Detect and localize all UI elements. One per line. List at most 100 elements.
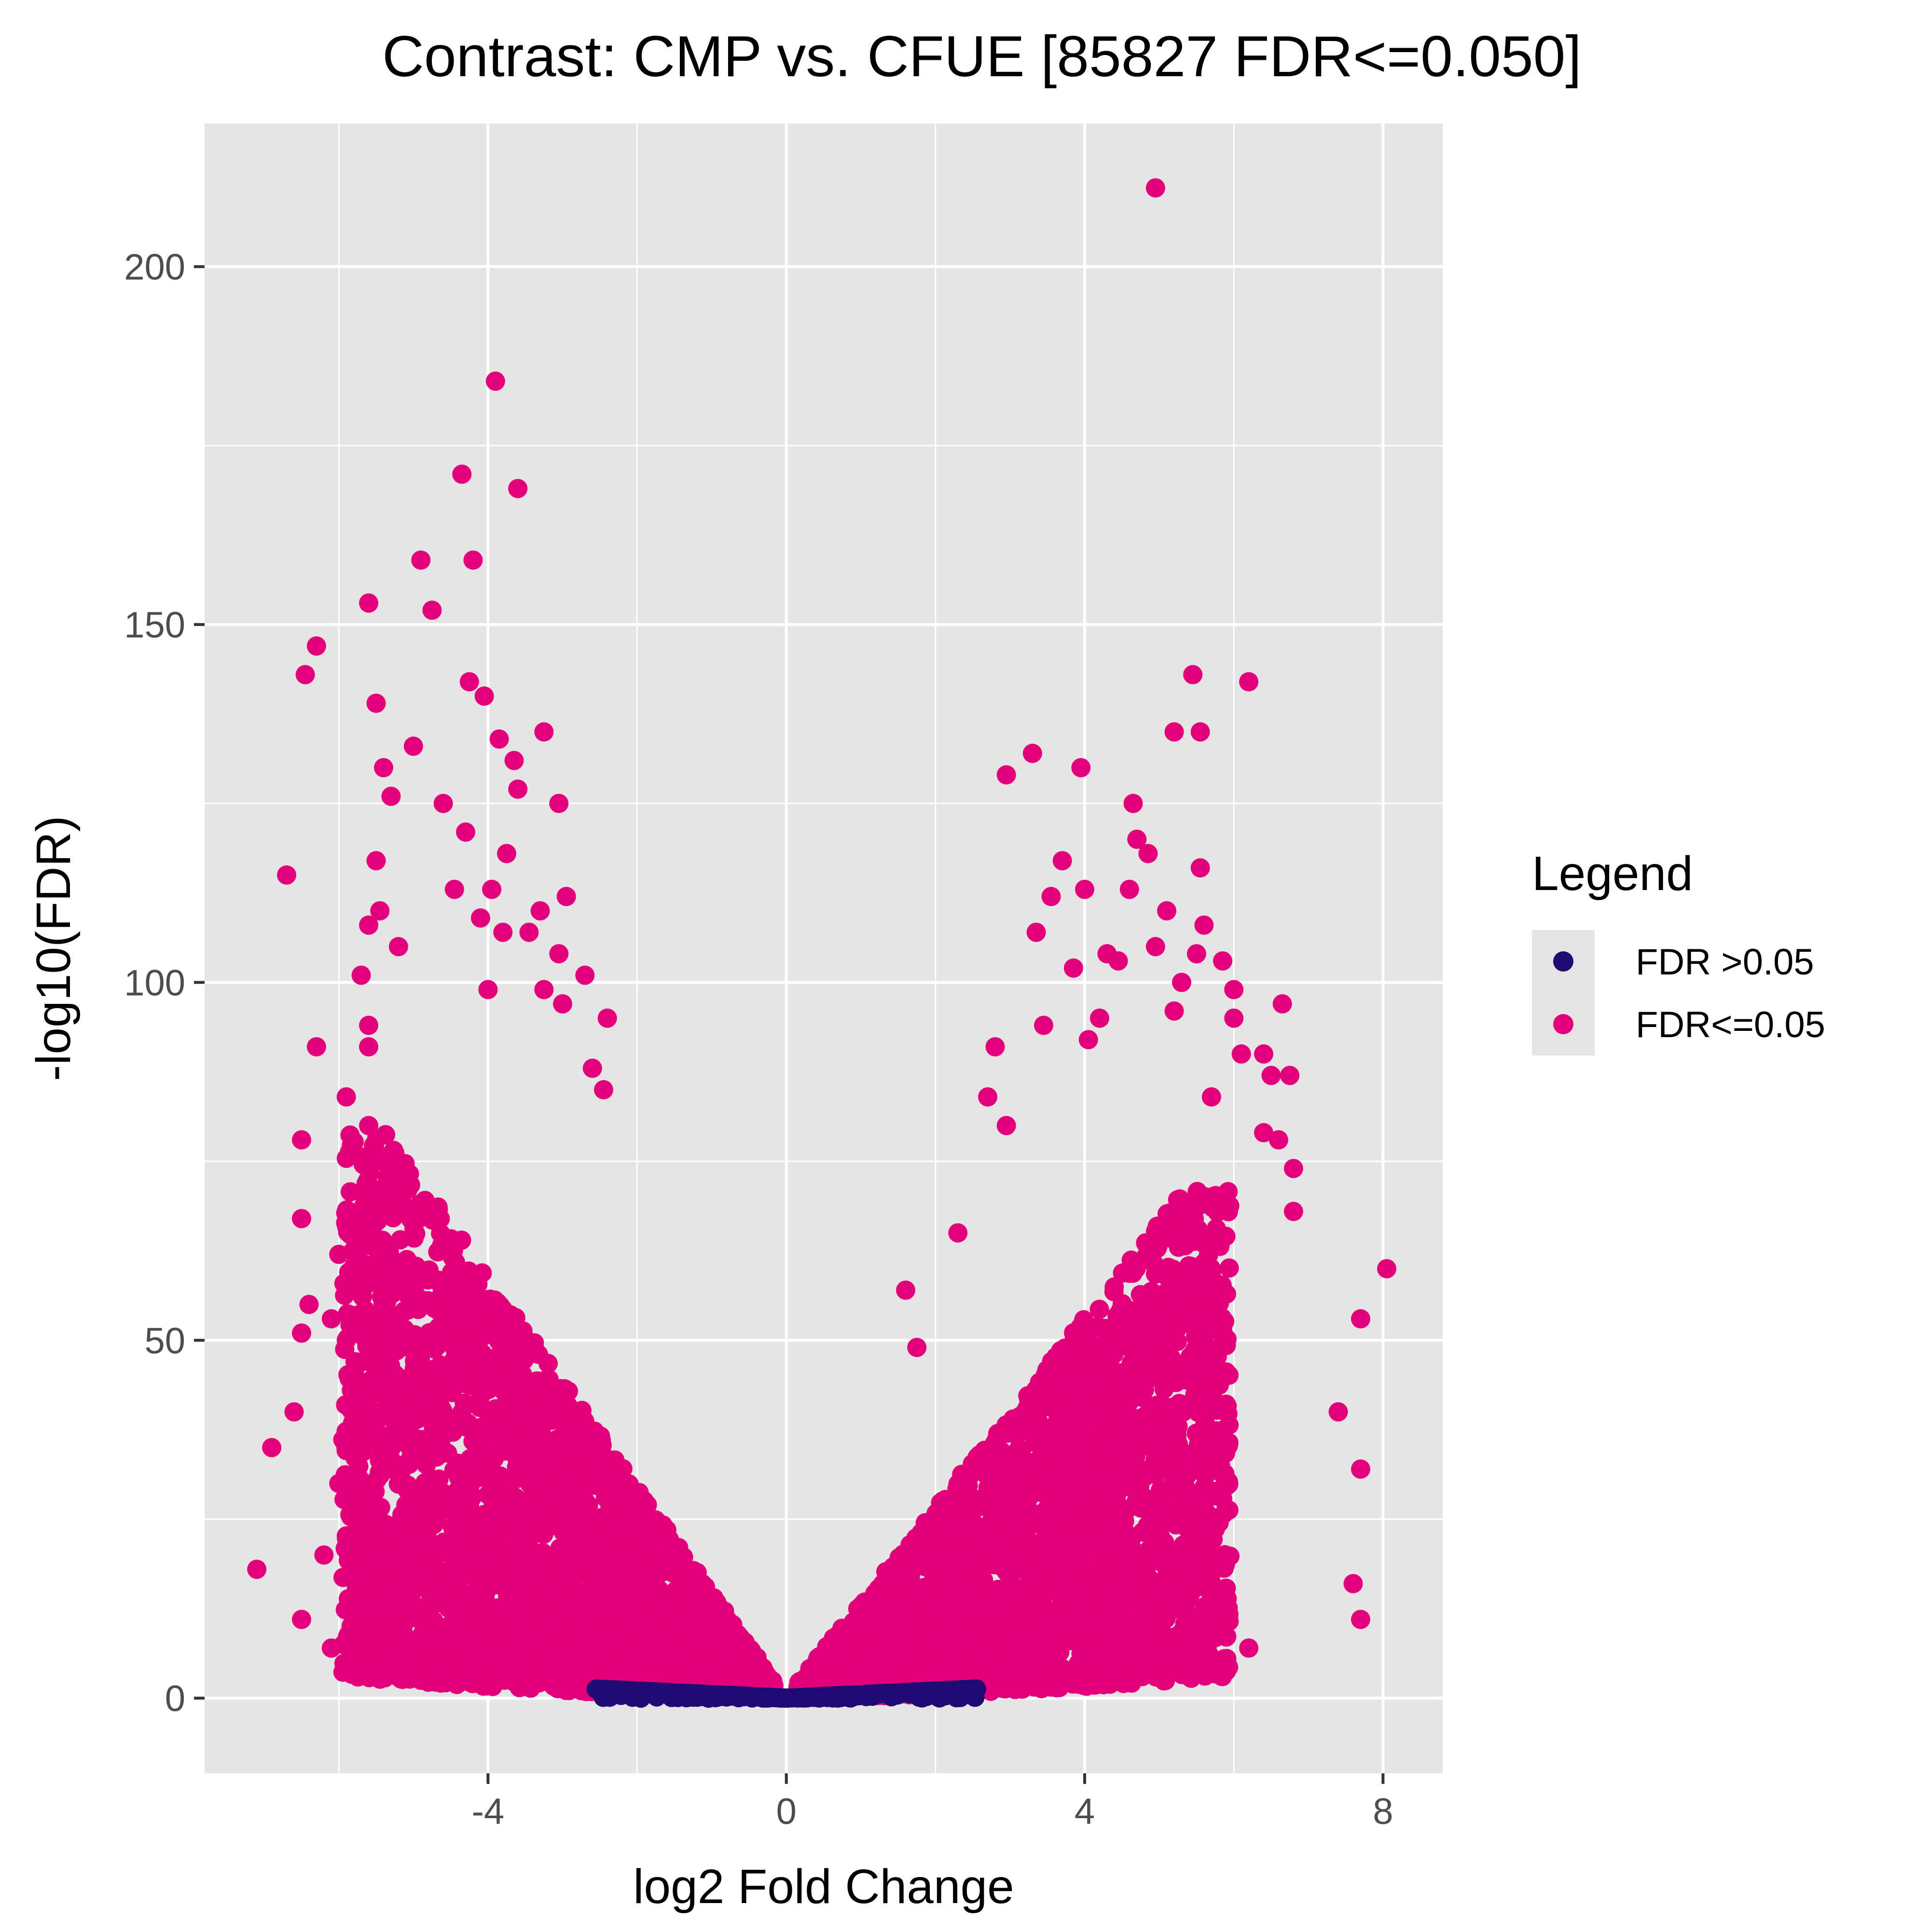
- data-point: [379, 1272, 399, 1291]
- data-point: [1135, 1467, 1155, 1486]
- data-point: [1095, 1348, 1115, 1368]
- data-point: [1187, 1231, 1207, 1250]
- data-point: [539, 1370, 559, 1389]
- data-point: [1167, 1476, 1186, 1495]
- data-point: [1159, 1603, 1178, 1622]
- data-point: [381, 1249, 400, 1268]
- data-point: [674, 1548, 693, 1567]
- data-point: [958, 1469, 978, 1489]
- data-point: [1173, 1535, 1193, 1555]
- data-point: [1122, 1331, 1141, 1351]
- data-point: [459, 1550, 479, 1569]
- data-point: [1162, 1373, 1181, 1392]
- data-point: [1066, 1368, 1086, 1387]
- data-point: [444, 1520, 463, 1539]
- data-point: [820, 1645, 840, 1665]
- data-point: [591, 1426, 610, 1446]
- data-point: [1207, 1219, 1226, 1238]
- data-point: [404, 1603, 423, 1622]
- data-point: [556, 1679, 576, 1699]
- data-point: [1189, 1518, 1208, 1537]
- data-point: [372, 1429, 392, 1449]
- data-point: [367, 1547, 386, 1566]
- data-point: [1083, 1382, 1103, 1401]
- data-point: [353, 1400, 372, 1419]
- data-point: [1181, 1347, 1200, 1366]
- data-point: [1037, 1360, 1057, 1380]
- data-point: [400, 1454, 419, 1474]
- data-point: [1142, 1292, 1161, 1311]
- data-point: [648, 1649, 667, 1669]
- data-point: [1051, 1416, 1070, 1435]
- data-point: [365, 1482, 385, 1501]
- data-point: [483, 1632, 502, 1652]
- data-point: [966, 1658, 985, 1677]
- data-point: [478, 1523, 497, 1542]
- data-point: [1134, 1665, 1153, 1685]
- data-point: [1147, 1239, 1167, 1258]
- data-point: [654, 1632, 673, 1651]
- data-point: [1151, 1443, 1171, 1462]
- data-point: [1190, 1435, 1209, 1454]
- data-point: [905, 1579, 924, 1599]
- data-point: [508, 1436, 527, 1455]
- data-point: [1015, 1452, 1034, 1471]
- data-point: [1091, 1417, 1110, 1436]
- data-point: [1182, 1488, 1201, 1507]
- data-point: [1079, 1333, 1098, 1353]
- data-point: [353, 1442, 372, 1462]
- data-point: [1104, 1277, 1124, 1297]
- data-point: [899, 1609, 918, 1629]
- data-point: [950, 1520, 969, 1539]
- data-point: [1050, 1620, 1070, 1640]
- chart-title: Contrast: CMP vs. CFUE [85827 FDR<=0.050…: [382, 24, 1582, 89]
- data-point: [430, 1356, 450, 1375]
- data-point: [633, 1616, 652, 1635]
- data-point: [1213, 1367, 1232, 1386]
- data-point: [1185, 1209, 1204, 1229]
- data-point: [368, 1211, 387, 1231]
- data-point: [1017, 1478, 1036, 1497]
- data-point: [335, 1286, 354, 1305]
- data-point: [428, 1589, 447, 1608]
- data-point: [593, 1558, 612, 1577]
- data-point: [373, 1294, 393, 1314]
- data-point: [338, 1659, 358, 1678]
- data-point: [418, 1649, 438, 1669]
- data-point: [967, 1562, 987, 1581]
- data-point: [556, 1442, 575, 1461]
- data-point: [603, 1517, 622, 1536]
- data-point: [365, 1151, 384, 1171]
- data-point: [1092, 1443, 1112, 1463]
- data-point: [988, 1621, 1007, 1640]
- data-point: [1116, 1304, 1135, 1323]
- data-point: [481, 1289, 500, 1309]
- data-point: [541, 1389, 561, 1408]
- data-point: [461, 1485, 480, 1505]
- data-point: [1220, 1259, 1239, 1278]
- data-point: [448, 1453, 468, 1473]
- data-point: [484, 1468, 504, 1487]
- data-point: [1174, 1192, 1193, 1212]
- data-point: [592, 1455, 611, 1475]
- data-point: [427, 1436, 446, 1455]
- data-point: [1198, 1650, 1217, 1669]
- data-point: [844, 1617, 864, 1636]
- data-point: [1217, 1329, 1237, 1349]
- data-point: [449, 1302, 468, 1321]
- data-point: [474, 1666, 494, 1685]
- data-point: [340, 1142, 359, 1162]
- data-point: [1097, 1561, 1117, 1580]
- data-point: [1177, 1282, 1196, 1301]
- data-point: [507, 1623, 526, 1642]
- data-point: [359, 1635, 379, 1655]
- data-point: [1217, 1649, 1236, 1668]
- data-point: [998, 1512, 1017, 1531]
- data-point: [379, 1323, 398, 1343]
- data-point: [336, 1600, 355, 1619]
- data-point: [1166, 1511, 1186, 1531]
- data-point: [1146, 1264, 1165, 1284]
- data-point: [386, 1365, 405, 1384]
